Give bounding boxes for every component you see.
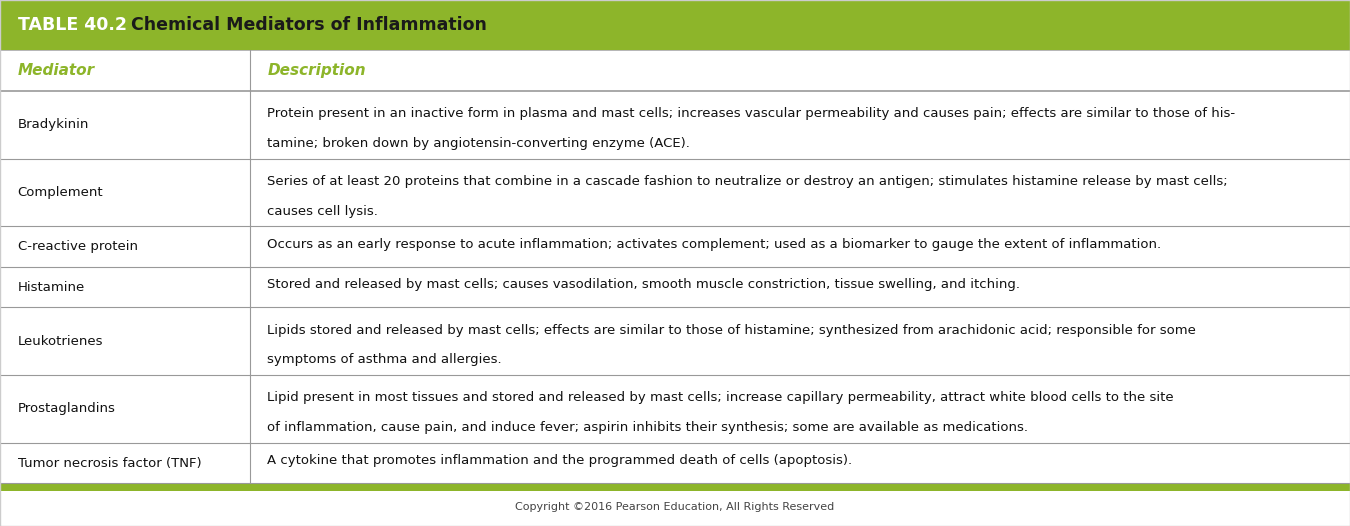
Text: TABLE 40.2: TABLE 40.2: [18, 16, 127, 34]
Text: Chemical Mediators of Inflammation: Chemical Mediators of Inflammation: [119, 16, 486, 34]
Bar: [0, 307, 1350, 375]
Text: Occurs as an early response to acute inflammation; activates complement; used as: Occurs as an early response to acute inf…: [267, 238, 1161, 250]
Text: Prostaglandins: Prostaglandins: [18, 402, 115, 416]
Text: Lipids stored and released by mast cells; effects are similar to those of histam: Lipids stored and released by mast cells…: [267, 323, 1196, 337]
Bar: [0, 443, 1350, 483]
Text: Complement: Complement: [18, 186, 103, 199]
Text: C-reactive protein: C-reactive protein: [18, 240, 138, 253]
Text: Bradykinin: Bradykinin: [18, 118, 89, 131]
Text: Lipid present in most tissues and stored and released by mast cells; increase ca: Lipid present in most tissues and stored…: [267, 391, 1174, 404]
Text: Mediator: Mediator: [18, 63, 95, 78]
Text: Tumor necrosis factor (TNF): Tumor necrosis factor (TNF): [18, 457, 201, 470]
Text: Stored and released by mast cells; causes vasodilation, smooth muscle constricti: Stored and released by mast cells; cause…: [267, 278, 1021, 291]
Bar: [0, 375, 1350, 443]
Bar: [0, 0, 1350, 50]
Text: Leukotrienes: Leukotrienes: [18, 335, 103, 348]
Bar: [0, 267, 1350, 307]
Text: Copyright ©2016 Pearson Education, All Rights Reserved: Copyright ©2016 Pearson Education, All R…: [516, 501, 834, 511]
Bar: [0, 226, 1350, 267]
Bar: [0, 91, 1350, 158]
Text: tamine; broken down by angiotensin-converting enzyme (ACE).: tamine; broken down by angiotensin-conve…: [267, 137, 690, 150]
Text: symptoms of asthma and allergies.: symptoms of asthma and allergies.: [267, 353, 502, 367]
Bar: [0, 483, 1350, 491]
Text: A cytokine that promotes inflammation and the programmed death of cells (apoptos: A cytokine that promotes inflammation an…: [267, 454, 852, 467]
Text: of inflammation, cause pain, and induce fever; aspirin inhibits their synthesis;: of inflammation, cause pain, and induce …: [267, 421, 1029, 434]
Text: Protein present in an inactive form in plasma and mast cells; increases vascular: Protein present in an inactive form in p…: [267, 107, 1235, 120]
Text: Histamine: Histamine: [18, 280, 85, 294]
Bar: [0, 50, 1350, 91]
Text: causes cell lysis.: causes cell lysis.: [267, 205, 378, 218]
Text: Description: Description: [267, 63, 366, 78]
Text: Series of at least 20 proteins that combine in a cascade fashion to neutralize o: Series of at least 20 proteins that comb…: [267, 175, 1228, 188]
Bar: [0, 158, 1350, 226]
